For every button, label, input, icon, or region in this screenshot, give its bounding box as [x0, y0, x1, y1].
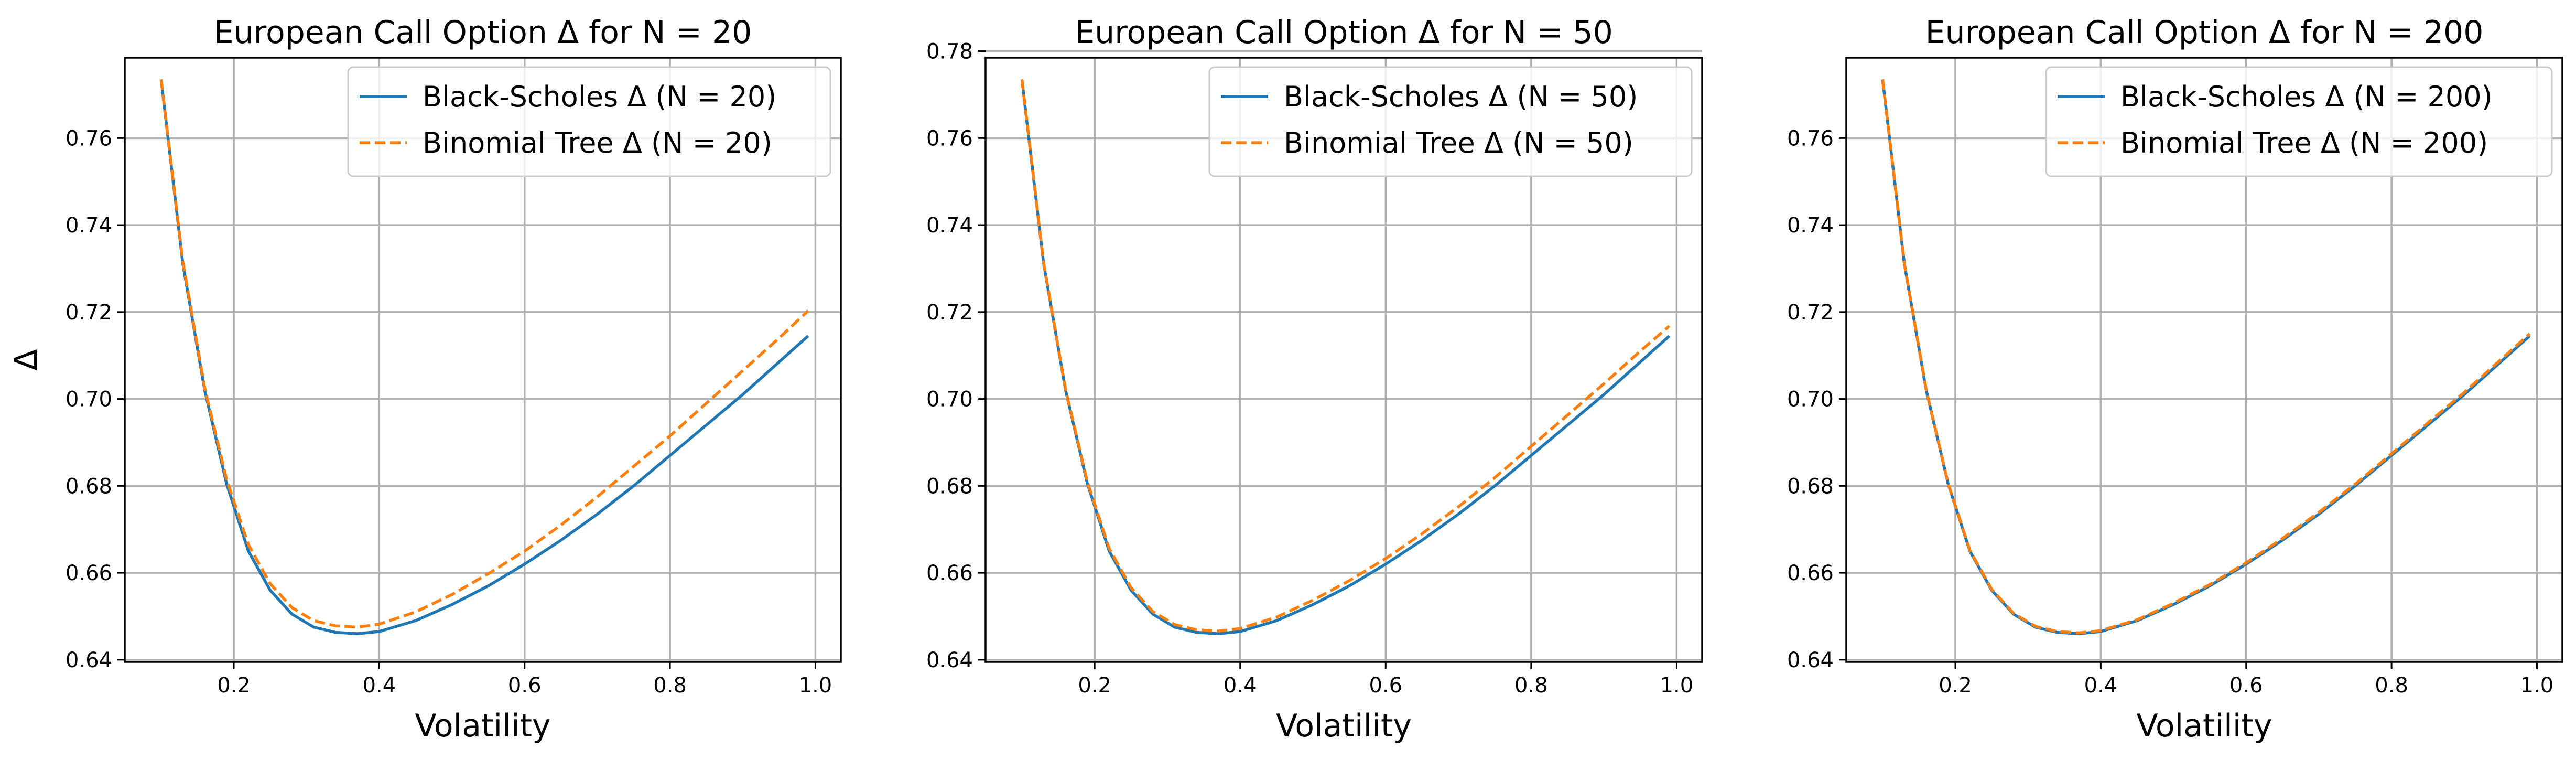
legend-label-black-scholes: Black-Scholes Δ (N = 20)	[423, 80, 776, 113]
x-tick-label: 0.8	[1514, 674, 1548, 698]
subplot-1: 0.2 0.4 0.6 0.8 1.0 0.64 0.66 0.68 0.70 0.72 0.74 0…	[8, 14, 842, 744]
y-tick-label: 0.70	[1787, 388, 1834, 412]
y-tick-label: 0.78	[926, 40, 973, 64]
x-tick-label: 0.4	[363, 674, 396, 698]
x-tick-label: 0.6	[1369, 674, 1402, 698]
legend-frame	[2045, 66, 2553, 177]
chart-title: European Call Option Δ for N = 20	[214, 14, 752, 51]
axes-frame	[984, 57, 1703, 663]
x-tick-label: 0.6	[2229, 674, 2263, 698]
y-tick-label: 0.74	[66, 213, 112, 238]
x-tick-label: 0.2	[1939, 674, 1972, 698]
legend-label-binomial: Binomial Tree Δ (N = 20)	[423, 126, 772, 159]
axes-frame	[1845, 57, 2563, 663]
legend: Black-Scholes Δ (N = 20) Binomial Tree Δ …	[347, 66, 831, 177]
x-axis-label: Volatility	[2136, 708, 2272, 744]
x-tick-label: 0.4	[2084, 674, 2118, 698]
x-tick-label: 1.0	[1660, 674, 1694, 698]
y-tick-label: 0.66	[1787, 561, 1834, 585]
y-tick-label: 0.70	[926, 388, 973, 412]
legend-label-binomial: Binomial Tree Δ (N = 50)	[1284, 126, 1633, 159]
x-tick-label: 0.2	[217, 674, 251, 698]
y-tick-label: 0.74	[1787, 213, 1834, 238]
y-tick-label: 0.68	[1787, 474, 1834, 498]
y-axis-label: Δ	[8, 349, 45, 370]
x-tick-label: 0.8	[653, 674, 687, 698]
binomial-tree-line	[1020, 79, 1671, 633]
x-tick-label: 0.6	[508, 674, 542, 698]
chart-title: European Call Option Δ for N = 200	[1925, 14, 2484, 51]
y-tick-label: 0.70	[66, 388, 112, 412]
legend-frame	[1208, 66, 1693, 177]
y-tick-label: 0.66	[66, 561, 112, 585]
y-tick-label: 0.76	[1787, 126, 1834, 151]
y-tick-label: 0.76	[66, 126, 112, 151]
binomial-tree-line	[159, 79, 809, 629]
black-scholes-line	[159, 79, 809, 635]
subplot-3: 0.2 0.4 0.6 0.8 1.0 0.64 0.66 0.68 0.70 0.72 0.74 0…	[1787, 14, 2563, 744]
x-tick-label: 1.0	[2520, 674, 2554, 698]
x-axis-label: Volatility	[1276, 708, 1412, 744]
x-axis-label: Volatility	[415, 708, 550, 744]
subplot-2: 0.2 0.4 0.6 0.8 1.0 0.64 0.66 0.68 0.70 0.72 0.74 0…	[926, 14, 1703, 744]
x-tick-label: 1.0	[799, 674, 832, 698]
legend: Black-Scholes Δ (N = 50) Binomial Tree Δ …	[1208, 66, 1693, 177]
legend-label-binomial: Binomial Tree Δ (N = 200)	[2120, 126, 2488, 159]
legend: Black-Scholes Δ (N = 200) Binomial Tree Δ…	[2045, 66, 2553, 177]
y-tick-label: 0.76	[926, 126, 973, 151]
x-tick-label: 0.8	[2375, 674, 2408, 698]
y-tick-label: 0.68	[926, 474, 973, 498]
y-tick-label: 0.64	[926, 648, 973, 672]
chart-title: European Call Option Δ for N = 50	[1075, 14, 1613, 51]
y-tick-label: 0.66	[926, 561, 973, 585]
legend-label-black-scholes: Black-Scholes Δ (N = 200)	[2120, 80, 2493, 113]
y-tick-label: 0.64	[66, 648, 112, 672]
legend-frame	[347, 66, 831, 177]
y-tick-label: 0.72	[926, 301, 973, 325]
y-tick-label: 0.64	[1787, 648, 1834, 672]
x-tick-label: 0.2	[1078, 674, 1111, 698]
y-tick-label: 0.68	[66, 474, 112, 498]
y-tick-label: 0.74	[926, 213, 973, 238]
axes-frame	[124, 57, 842, 663]
binomial-tree-line	[1881, 79, 2531, 635]
y-tick-label: 0.72	[66, 301, 112, 325]
x-tick-label: 0.4	[1224, 674, 1257, 698]
legend-label-black-scholes: Black-Scholes Δ (N = 50)	[1284, 80, 1638, 113]
y-tick-label: 0.72	[1787, 301, 1834, 325]
